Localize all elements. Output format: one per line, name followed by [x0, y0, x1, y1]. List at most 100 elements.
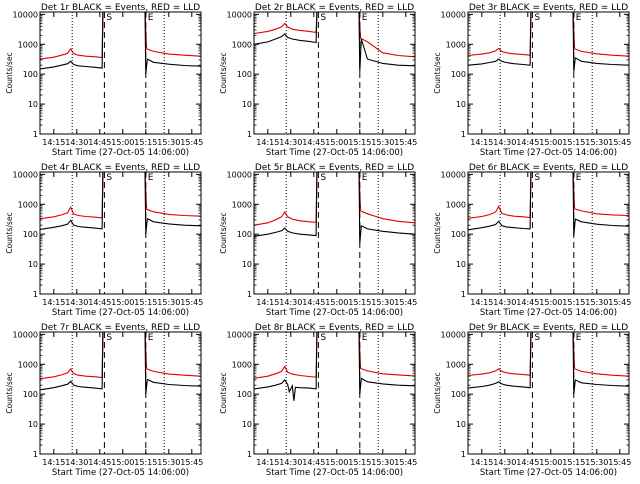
x-tick-label: 15:45 — [394, 298, 417, 307]
series-line-black — [467, 331, 630, 395]
y-tick-label: 100 — [451, 390, 466, 399]
marker-label: E — [362, 13, 368, 23]
plot-frame — [253, 331, 416, 455]
x-tick-label: 14:30 — [65, 458, 88, 467]
x-tick-label: 14:30 — [493, 298, 516, 307]
series-line-black — [39, 331, 202, 395]
series-line-red — [253, 11, 416, 58]
y-tick-label: 100 — [237, 70, 252, 79]
x-tick-label: 15:30 — [585, 458, 608, 467]
marker-label: E — [576, 13, 582, 23]
x-tick-label: 15:30 — [585, 298, 608, 307]
y-tick-label: 100 — [23, 70, 38, 79]
y-tick-label: 1000 — [446, 200, 466, 209]
x-tick-label: 15:30 — [157, 138, 180, 147]
x-tick-label: 15:00 — [325, 138, 348, 147]
y-tick-label: 1 — [33, 450, 38, 459]
y-tick-label: 1 — [461, 450, 466, 459]
x-tick-label: 15:45 — [180, 458, 203, 467]
y-axis-label: Counts/sec — [433, 372, 442, 413]
chart-title: Det 8r BLACK = Events, RED = LLD — [255, 323, 414, 333]
y-tick-label: 10000 — [227, 330, 252, 339]
y-tick-label: 10 — [456, 260, 466, 269]
marker-label: S — [106, 13, 112, 23]
x-tick-label: 15:15 — [562, 458, 585, 467]
x-tick-label: 15:30 — [585, 138, 608, 147]
series-line-black — [253, 11, 416, 72]
x-tick-label: 15:45 — [180, 298, 203, 307]
marker-label: E — [148, 13, 154, 23]
y-tick-label: 10 — [28, 260, 38, 269]
series-line-red — [467, 331, 630, 377]
y-tick-label: 1 — [33, 130, 38, 139]
x-tick-label: 14:45 — [88, 458, 111, 467]
y-axis-label: Counts/sec — [219, 52, 228, 93]
y-tick-label: 1 — [247, 130, 252, 139]
x-tick-label: 15:30 — [371, 298, 394, 307]
series-line-black — [467, 171, 630, 236]
x-tick-label: 14:30 — [279, 138, 302, 147]
series-line-black — [253, 331, 416, 401]
x-tick-label: 15:30 — [371, 138, 394, 147]
x-tick-label: 14:45 — [302, 138, 325, 147]
series-line-black — [39, 11, 202, 75]
y-tick-label: 10 — [28, 420, 38, 429]
chart-title: Det 3r BLACK = Events, RED = LLD — [469, 3, 628, 13]
x-tick-label: 15:30 — [157, 298, 180, 307]
x-tick-label: 15:45 — [394, 458, 417, 467]
x-tick-label: 14:45 — [516, 458, 539, 467]
series-line-red — [39, 331, 202, 380]
x-tick-label: 14:45 — [516, 298, 539, 307]
y-tick-label: 1000 — [446, 40, 466, 49]
x-tick-label: 15:00 — [111, 458, 134, 467]
marker-label: E — [362, 333, 368, 343]
marker-label: S — [534, 173, 540, 183]
y-tick-label: 10000 — [13, 10, 38, 19]
x-tick-label: 15:45 — [394, 138, 417, 147]
chart-title: Det 6r BLACK = Events, RED = LLD — [469, 163, 628, 173]
x-tick-label: 15:00 — [111, 138, 134, 147]
plot-frame — [253, 171, 416, 295]
y-tick-label: 10 — [242, 100, 252, 109]
x-tick-label: 15:15 — [134, 298, 157, 307]
y-tick-label: 1 — [461, 290, 466, 299]
y-tick-label: 10000 — [441, 330, 466, 339]
y-axis-label: Counts/sec — [219, 372, 228, 413]
chart-title: Det 2r BLACK = Events, RED = LLD — [255, 3, 414, 13]
y-tick-label: 1 — [247, 290, 252, 299]
x-tick-label: 14:30 — [65, 298, 88, 307]
marker-label: E — [576, 173, 582, 183]
series-line-red — [253, 171, 416, 226]
x-tick-label: 15:45 — [608, 138, 631, 147]
y-tick-label: 1000 — [18, 200, 38, 209]
x-tick-label: 14:30 — [279, 458, 302, 467]
x-tick-label: 15:00 — [325, 458, 348, 467]
plot-frame — [39, 171, 202, 295]
y-axis-label: Counts/sec — [219, 212, 228, 253]
x-axis-label: Start Time (27-Oct-05 14:06:00) — [266, 148, 403, 158]
x-tick-label: 14:15 — [256, 458, 279, 467]
x-tick-label: 14:45 — [516, 138, 539, 147]
y-tick-label: 10 — [242, 260, 252, 269]
x-axis-label: Start Time (27-Oct-05 14:06:00) — [266, 308, 403, 318]
y-tick-label: 1 — [247, 450, 252, 459]
plot-frame — [467, 11, 630, 135]
y-tick-label: 1000 — [232, 200, 252, 209]
x-axis-label: Start Time (27-Oct-05 14:06:00) — [480, 468, 617, 478]
y-tick-label: 100 — [23, 230, 38, 239]
x-tick-label: 14:45 — [88, 138, 111, 147]
x-tick-label: 14:15 — [470, 138, 493, 147]
x-tick-label: 15:45 — [608, 298, 631, 307]
y-axis-label: Counts/sec — [5, 212, 14, 253]
y-tick-label: 10000 — [13, 330, 38, 339]
x-axis-label: Start Time (27-Oct-05 14:06:00) — [52, 308, 189, 318]
x-tick-label: 14:30 — [493, 458, 516, 467]
x-tick-label: 15:00 — [539, 298, 562, 307]
